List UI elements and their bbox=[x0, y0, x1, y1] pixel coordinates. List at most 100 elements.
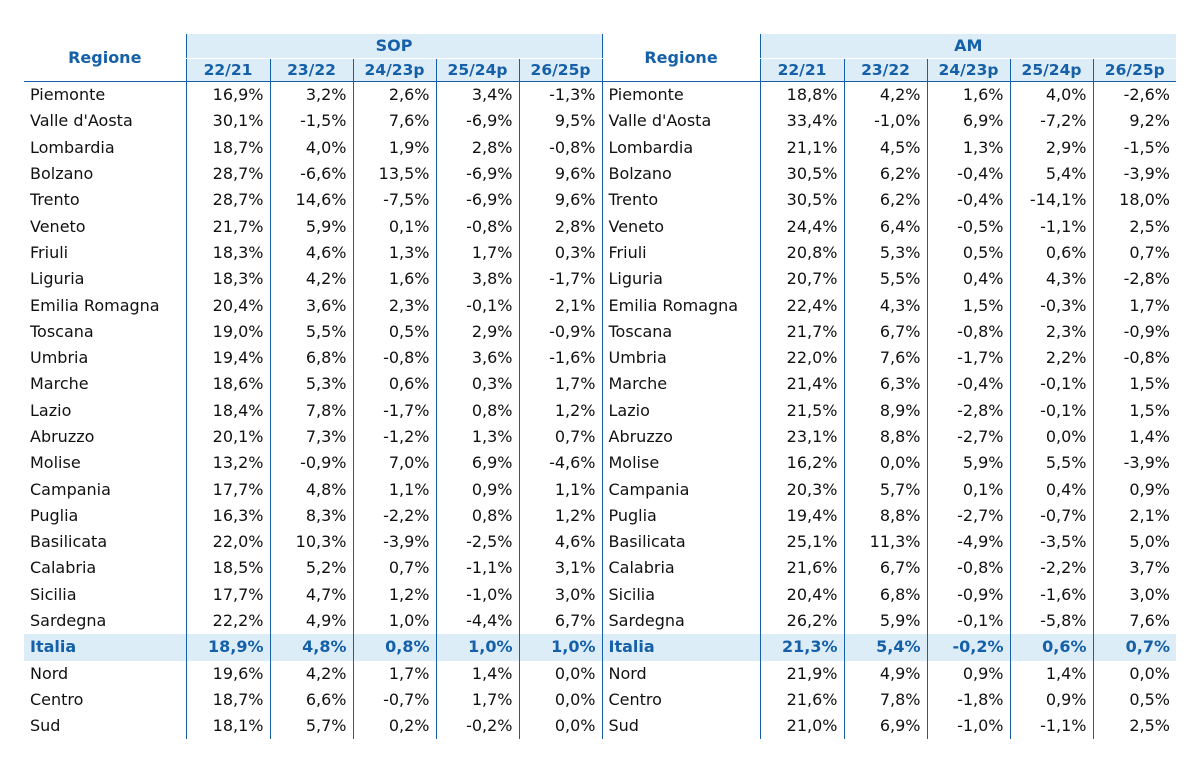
am-value: 21,4% bbox=[759, 371, 844, 398]
region-name: Italia bbox=[24, 634, 186, 661]
sop-value: 7,0% bbox=[352, 450, 436, 477]
sop-value: 1,1% bbox=[518, 476, 602, 503]
sop-value: 2,8% bbox=[518, 213, 602, 240]
sop-value: 18,1% bbox=[185, 713, 270, 740]
sop-value: 1,0% bbox=[435, 634, 519, 661]
table-row: Piemonte 16,9% 3,2% 2,6% 3,4% -1,3% Piemonte 18… bbox=[24, 81, 1176, 109]
am-value: 0,4% bbox=[926, 266, 1010, 293]
am-value: 3,7% bbox=[1092, 555, 1176, 582]
sop-value: 0,8% bbox=[435, 502, 519, 530]
sop-value: 18,3% bbox=[185, 266, 270, 293]
am-value: -2,2% bbox=[1009, 555, 1093, 582]
sop-value: -0,8% bbox=[435, 213, 519, 240]
table-row: Campania 17,7% 4,8% 1,1% 0,9% 1,1% Campania 20,… bbox=[24, 476, 1176, 503]
sop-value: 19,0% bbox=[185, 318, 270, 345]
region-name: Puglia bbox=[601, 502, 760, 530]
am-value: -2,8% bbox=[926, 397, 1010, 424]
am-value: -7,2% bbox=[1009, 108, 1093, 135]
group-header-row: Regione SOP Regione AM bbox=[24, 34, 1176, 82]
am-value: -3,9% bbox=[1092, 160, 1176, 188]
am-value: 18,0% bbox=[1092, 187, 1176, 214]
am-value: 21,3% bbox=[759, 634, 844, 661]
table-row: Molise 13,2% -0,9% 7,0% 6,9% -4,6% Molise 16,2%… bbox=[24, 450, 1176, 477]
am-value: 2,9% bbox=[1009, 134, 1093, 161]
am-value: 8,8% bbox=[843, 423, 927, 451]
am-value: 1,4% bbox=[1009, 660, 1093, 687]
sop-col-header: 25/24p bbox=[435, 58, 519, 82]
am-col-header: 23/22 bbox=[843, 58, 927, 82]
table-row: Sud 18,1% 5,7% 0,2% -0,2% 0,0% Sud 21,0% 6,9% -1,… bbox=[24, 713, 1176, 740]
sop-value: 22,2% bbox=[185, 607, 270, 635]
sop-value: 2,6% bbox=[352, 81, 436, 109]
am-value: 6,8% bbox=[843, 581, 927, 608]
region-name: Campania bbox=[30, 479, 111, 499]
sop-value: 0,0% bbox=[518, 686, 602, 714]
am-value: 1,7% bbox=[1092, 292, 1176, 319]
sop-value: -4,4% bbox=[435, 607, 519, 635]
am-value: -3,9% bbox=[1092, 450, 1176, 477]
am-value: 0,5% bbox=[1092, 686, 1176, 714]
sop-value: 17,7% bbox=[185, 581, 270, 608]
am-value: -0,4% bbox=[926, 160, 1010, 188]
sop-value: -0,9% bbox=[269, 450, 353, 477]
sop-value: 2,9% bbox=[435, 318, 519, 345]
table-row: Puglia 16,3% 8,3% -2,2% 0,8% 1,2% Puglia 19,4% 8… bbox=[24, 502, 1176, 530]
am-value: 21,9% bbox=[759, 660, 844, 687]
sop-value: 0,0% bbox=[518, 713, 602, 740]
sop-value: 18,6% bbox=[185, 371, 270, 398]
sop-value: 18,3% bbox=[185, 239, 270, 267]
sop-value: 0,7% bbox=[518, 423, 602, 451]
sop-value: 3,8% bbox=[435, 266, 519, 293]
sop-value: 13,2% bbox=[185, 450, 270, 477]
am-value: -5,8% bbox=[1009, 607, 1093, 635]
sop-value: 18,4% bbox=[185, 397, 270, 424]
am-value: 6,2% bbox=[843, 187, 927, 214]
region-name: Emilia Romagna bbox=[30, 295, 160, 315]
sop-value: 5,5% bbox=[269, 318, 353, 345]
am-value: 6,3% bbox=[843, 371, 927, 398]
sop-value: 18,7% bbox=[185, 686, 270, 714]
am-value: -0,5% bbox=[926, 213, 1010, 240]
am-value: 1,5% bbox=[1092, 371, 1176, 398]
table-row: Centro 18,7% 6,6% -0,7% 1,7% 0,0% Centro 21,6% 7… bbox=[24, 686, 1176, 714]
region-name: Emilia Romagna bbox=[601, 292, 760, 319]
region-name: Trento bbox=[601, 187, 760, 214]
am-value: 7,6% bbox=[843, 344, 927, 372]
am-value: 0,5% bbox=[926, 239, 1010, 267]
column-header-row: 22/21 23/22 24/23p 25/24p 26/25p 22/21 2… bbox=[24, 58, 1176, 82]
sop-value: 1,2% bbox=[518, 397, 602, 424]
sop-value: 6,9% bbox=[435, 450, 519, 477]
sop-value: 18,9% bbox=[185, 634, 270, 661]
am-value: 6,2% bbox=[843, 160, 927, 188]
am-value: -0,8% bbox=[926, 555, 1010, 582]
am-col-header: 26/25p bbox=[1092, 58, 1176, 82]
am-col-header: 25/24p bbox=[1009, 58, 1093, 82]
region-name: Lazio bbox=[601, 397, 760, 424]
am-value: 0,9% bbox=[1009, 686, 1093, 714]
am-value: 6,4% bbox=[843, 213, 927, 240]
am-value: 0,7% bbox=[1092, 634, 1176, 661]
am-value: -1,5% bbox=[1092, 134, 1176, 161]
region-name: Bolzano bbox=[30, 164, 94, 184]
table-row: Friuli 18,3% 4,6% 1,3% 1,7% 0,3% Friuli 20,8% 5,… bbox=[24, 239, 1176, 267]
am-value: 2,5% bbox=[1092, 713, 1176, 740]
am-value: 0,6% bbox=[1009, 239, 1093, 267]
region-name: Puglia bbox=[30, 505, 79, 525]
region-name: Veneto bbox=[30, 216, 86, 236]
am-value: 4,2% bbox=[843, 81, 927, 109]
am-value: 20,8% bbox=[759, 239, 844, 267]
sop-value: -0,8% bbox=[518, 134, 602, 161]
am-value: 21,6% bbox=[759, 555, 844, 582]
sop-value: 3,0% bbox=[518, 581, 602, 608]
am-value: 6,7% bbox=[843, 555, 927, 582]
sop-value: 0,3% bbox=[518, 239, 602, 267]
sop-value: 0,3% bbox=[435, 371, 519, 398]
am-value: -1,1% bbox=[1009, 213, 1093, 240]
sop-value: 0,6% bbox=[352, 371, 436, 398]
am-value: -0,4% bbox=[926, 371, 1010, 398]
region-name: Trento bbox=[30, 190, 80, 210]
sop-value: -1,0% bbox=[435, 581, 519, 608]
am-col-header: 22/21 bbox=[759, 58, 844, 82]
sop-value: 1,1% bbox=[352, 476, 436, 503]
am-value: -1,0% bbox=[843, 108, 927, 135]
